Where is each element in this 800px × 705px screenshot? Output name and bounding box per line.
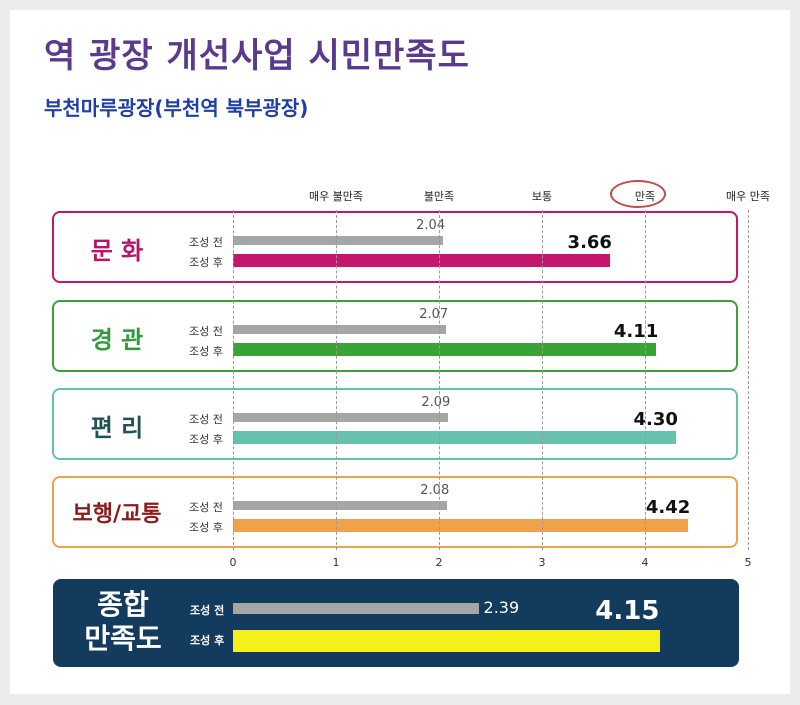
series-label-after: 조성 후 xyxy=(189,345,223,358)
scale-label: 보통 xyxy=(531,190,553,203)
bar-before xyxy=(233,501,448,510)
summary-panel xyxy=(53,579,739,667)
summary-series-label-before: 조성 전 xyxy=(190,604,225,617)
series-label-before: 조성 전 xyxy=(189,325,223,338)
scale-label: 매우 만족 xyxy=(726,190,770,203)
bar-before xyxy=(233,236,444,245)
summary-bar-before xyxy=(233,603,480,614)
data-label-after: 4.30 xyxy=(633,409,678,430)
series-label-after: 조성 후 xyxy=(189,256,223,269)
data-label-after: 4.11 xyxy=(613,321,659,342)
bar-after xyxy=(233,431,676,444)
category-panel xyxy=(52,300,738,372)
grid-line xyxy=(233,210,234,550)
bar-after xyxy=(233,254,610,267)
category-label: 문 화 xyxy=(90,237,144,265)
series-label-before: 조성 전 xyxy=(189,413,223,426)
category-panel xyxy=(52,211,738,283)
chart-subtitle: 부천마루광장(부천역 북부광장) xyxy=(44,96,309,120)
series-label-before: 조성 전 xyxy=(189,236,223,249)
category-panel xyxy=(52,388,738,460)
summary-label-line1: 종합 xyxy=(97,588,149,621)
scale-label: 불만족 xyxy=(423,190,455,203)
grid-line xyxy=(645,210,646,550)
series-label-before: 조성 전 xyxy=(189,501,223,514)
data-label-after: 4.42 xyxy=(645,497,691,518)
bar-before xyxy=(233,325,447,334)
bar-before xyxy=(233,413,449,422)
summary-series-label-after: 조성 후 xyxy=(190,634,225,647)
category-label: 편 리 xyxy=(90,414,144,442)
series-label-after: 조성 후 xyxy=(189,433,223,446)
grid-line xyxy=(439,210,440,550)
data-label-before: 2.04 xyxy=(416,218,446,233)
chart-title: 역 광장 개선사업 시민만족도 xyxy=(44,36,470,76)
data-label-after: 3.66 xyxy=(567,232,612,253)
highlight-circle xyxy=(610,180,666,208)
grid-line xyxy=(748,210,749,550)
x-tick-label: 3 xyxy=(538,556,546,569)
data-label-before: 2.07 xyxy=(419,307,449,322)
x-tick-label: 4 xyxy=(641,556,649,569)
summary-label-line2: 만족도 xyxy=(84,622,162,655)
x-tick-label: 0 xyxy=(229,556,237,569)
series-label-after: 조성 후 xyxy=(189,521,223,534)
grid-line xyxy=(336,210,337,550)
summary-data-label-after: 4.15 xyxy=(595,596,660,626)
category-label: 경 관 xyxy=(90,326,144,354)
x-tick-label: 5 xyxy=(744,556,752,569)
category-panel xyxy=(52,476,738,548)
x-tick-label: 2 xyxy=(435,556,443,569)
summary-bar-after xyxy=(233,630,661,652)
data-label-before: 2.08 xyxy=(420,483,450,498)
scale-label: 매우 불만족 xyxy=(308,190,364,203)
x-tick-label: 1 xyxy=(332,556,340,569)
summary-data-label-before: 2.39 xyxy=(483,598,520,617)
data-label-before: 2.09 xyxy=(421,395,451,410)
bar-after xyxy=(233,519,689,532)
bar-after xyxy=(233,343,657,356)
grid-line xyxy=(542,210,543,550)
category-label: 보행/교통 xyxy=(72,502,162,527)
